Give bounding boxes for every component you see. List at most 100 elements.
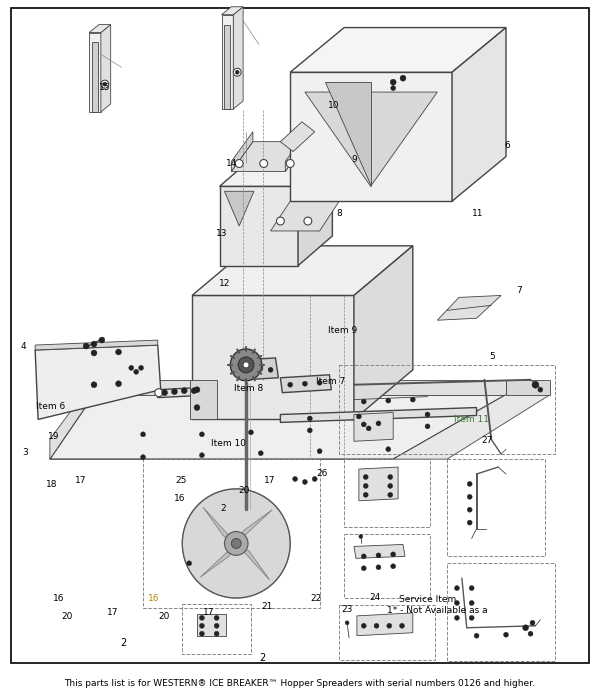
Circle shape: [469, 601, 474, 606]
Circle shape: [400, 623, 404, 629]
Circle shape: [194, 386, 200, 393]
Circle shape: [187, 561, 191, 566]
Text: 15: 15: [99, 83, 110, 92]
Polygon shape: [452, 27, 506, 201]
Text: 7: 7: [517, 286, 523, 295]
Circle shape: [91, 341, 97, 347]
Circle shape: [366, 426, 371, 431]
Text: 26: 26: [316, 469, 328, 478]
Polygon shape: [89, 32, 101, 112]
Polygon shape: [359, 467, 398, 500]
Text: 6: 6: [505, 141, 511, 150]
Polygon shape: [200, 543, 236, 578]
Circle shape: [523, 625, 529, 631]
Circle shape: [467, 508, 472, 512]
Text: 12: 12: [219, 279, 230, 288]
Circle shape: [116, 349, 121, 355]
Text: 17: 17: [203, 608, 214, 617]
Circle shape: [503, 632, 508, 637]
Text: 4: 4: [20, 342, 26, 351]
Text: 27: 27: [481, 436, 493, 445]
Text: 14: 14: [226, 160, 238, 169]
Circle shape: [238, 357, 254, 373]
Text: Item 8: Item 8: [234, 384, 263, 393]
Polygon shape: [325, 82, 371, 186]
Text: 17: 17: [75, 476, 86, 485]
Circle shape: [538, 387, 543, 392]
Text: Item 9: Item 9: [328, 326, 358, 335]
Text: 24: 24: [370, 594, 381, 603]
Polygon shape: [437, 295, 501, 320]
Polygon shape: [393, 395, 550, 459]
Circle shape: [317, 449, 322, 454]
Bar: [339, 365, 555, 454]
Circle shape: [388, 492, 392, 497]
Circle shape: [129, 365, 134, 370]
Circle shape: [182, 489, 290, 598]
Bar: [143, 459, 320, 608]
Circle shape: [91, 350, 97, 356]
Circle shape: [425, 412, 430, 417]
Circle shape: [386, 398, 391, 403]
Circle shape: [388, 484, 392, 489]
Circle shape: [376, 421, 381, 426]
Circle shape: [243, 362, 249, 368]
Polygon shape: [220, 157, 332, 186]
Circle shape: [199, 432, 205, 437]
Circle shape: [391, 552, 395, 556]
Circle shape: [469, 586, 474, 591]
Circle shape: [181, 388, 187, 393]
Polygon shape: [280, 122, 315, 152]
Circle shape: [199, 631, 205, 636]
Circle shape: [248, 430, 253, 435]
Circle shape: [361, 422, 366, 427]
Circle shape: [214, 615, 219, 620]
Text: 2: 2: [221, 504, 226, 513]
Text: 9: 9: [352, 155, 358, 164]
Circle shape: [410, 397, 415, 402]
Circle shape: [361, 566, 366, 570]
Circle shape: [530, 620, 535, 625]
Polygon shape: [354, 246, 413, 419]
Circle shape: [474, 634, 479, 638]
Circle shape: [277, 217, 284, 225]
Circle shape: [83, 343, 89, 349]
Text: 23: 23: [341, 605, 353, 613]
Circle shape: [232, 538, 241, 548]
Polygon shape: [303, 167, 328, 216]
Polygon shape: [236, 510, 272, 543]
Polygon shape: [236, 543, 269, 580]
Circle shape: [374, 623, 379, 629]
Text: Item 6: Item 6: [37, 402, 65, 412]
Circle shape: [260, 160, 268, 167]
Bar: [447, 459, 545, 556]
Circle shape: [376, 553, 381, 558]
Circle shape: [532, 382, 539, 388]
Text: 22: 22: [311, 594, 322, 603]
Circle shape: [363, 475, 368, 480]
Polygon shape: [232, 141, 307, 172]
Circle shape: [467, 482, 472, 486]
Circle shape: [361, 554, 366, 559]
Text: 3: 3: [22, 448, 28, 457]
Polygon shape: [35, 345, 161, 419]
Circle shape: [454, 586, 460, 591]
Text: 20: 20: [238, 486, 250, 495]
Circle shape: [469, 615, 474, 620]
Text: 16: 16: [148, 594, 160, 603]
Circle shape: [161, 390, 167, 395]
Text: 19: 19: [48, 433, 59, 441]
Text: 17: 17: [263, 476, 275, 485]
Text: 11: 11: [472, 209, 484, 218]
Circle shape: [140, 455, 146, 460]
Polygon shape: [305, 92, 437, 186]
Polygon shape: [354, 545, 405, 559]
Circle shape: [361, 399, 366, 404]
Circle shape: [288, 382, 293, 387]
Polygon shape: [203, 507, 236, 543]
Polygon shape: [89, 25, 110, 32]
Circle shape: [454, 601, 460, 606]
Circle shape: [255, 364, 263, 372]
Circle shape: [359, 535, 363, 538]
Circle shape: [363, 484, 368, 489]
